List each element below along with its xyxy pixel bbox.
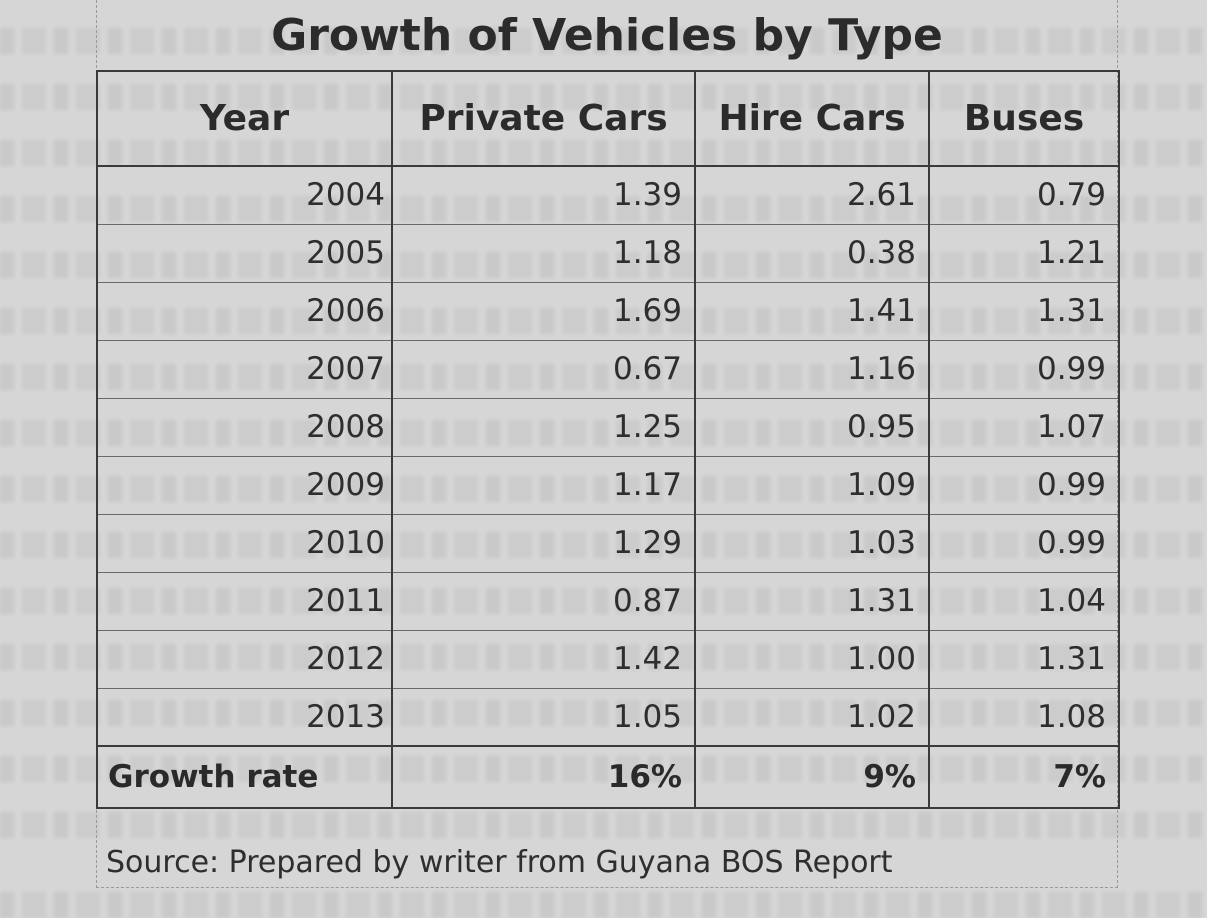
cell-year: 2010 [96,513,393,573]
cell-hire-cars: 0.95 [694,397,930,457]
cell-year: 2008 [96,397,393,457]
header-buses: Buses [928,70,1120,167]
cell-buses: 1.21 [928,223,1120,283]
cell-hire-cars: 1.31 [694,571,930,631]
table-row: 2007 0.67 1.16 0.99 [96,339,1120,399]
cell-hire-cars: 1.03 [694,513,930,573]
cell-year: 2013 [96,687,393,747]
cell-buses: 0.99 [928,513,1120,573]
cell-private-cars: 1.29 [391,513,696,573]
cell-private-cars: 0.87 [391,571,696,631]
cell-year: 2005 [96,223,393,283]
growth-rate-buses: 7% [928,745,1120,809]
table-title: Growth of Vehicles by Type [271,10,943,61]
cell-buses: 0.79 [928,165,1120,225]
table-row: 2005 1.18 0.38 1.21 [96,223,1120,283]
cell-year: 2004 [96,165,393,225]
table-row: 2009 1.17 1.09 0.99 [96,455,1120,515]
header-year: Year [96,70,393,167]
header-hire-cars: Hire Cars [694,70,930,167]
table-row: 2011 0.87 1.31 1.04 [96,571,1120,631]
cell-buses: 1.31 [928,281,1120,341]
cell-private-cars: 1.17 [391,455,696,515]
cell-hire-cars: 1.16 [694,339,930,399]
cell-private-cars: 1.18 [391,223,696,283]
cell-year: 2006 [96,281,393,341]
source-note: Source: Prepared by writer from Guyana B… [106,845,893,880]
growth-rate-private-cars: 16% [391,745,696,809]
cell-hire-cars: 1.00 [694,629,930,689]
table-row: 2013 1.05 1.02 1.08 [96,687,1120,747]
cell-private-cars: 1.42 [391,629,696,689]
cell-private-cars: 0.67 [391,339,696,399]
cell-hire-cars: 1.41 [694,281,930,341]
growth-rate-label: Growth rate [96,745,393,809]
table-row: 2008 1.25 0.95 1.07 [96,397,1120,457]
cell-private-cars: 1.25 [391,397,696,457]
header-private-cars: Private Cars [391,70,696,167]
table-row: 2004 1.39 2.61 0.79 [96,165,1120,225]
cell-buses: 1.08 [928,687,1120,747]
cell-private-cars: 1.05 [391,687,696,747]
cell-hire-cars: 1.02 [694,687,930,747]
cell-buses: 1.31 [928,629,1120,689]
cell-hire-cars: 1.09 [694,455,930,515]
table-row: 2006 1.69 1.41 1.31 [96,281,1120,341]
header-row: Year Private Cars Hire Cars Buses [96,70,1120,167]
cell-buses: 1.04 [928,571,1120,631]
growth-rate-hire-cars: 9% [694,745,930,809]
cell-hire-cars: 2.61 [694,165,930,225]
cell-private-cars: 1.69 [391,281,696,341]
table-row: 2012 1.42 1.00 1.31 [96,629,1120,689]
growth-rate-row: Growth rate 16% 9% 7% [96,745,1120,809]
cell-hire-cars: 0.38 [694,223,930,283]
table-row: 2010 1.29 1.03 0.99 [96,513,1120,573]
cell-year: 2009 [96,455,393,515]
cell-year: 2011 [96,571,393,631]
cell-year: 2012 [96,629,393,689]
cell-buses: 0.99 [928,339,1120,399]
cell-buses: 1.07 [928,397,1120,457]
cell-private-cars: 1.39 [391,165,696,225]
cell-buses: 0.99 [928,455,1120,515]
cell-year: 2007 [96,339,393,399]
vehicle-growth-table: Year Private Cars Hire Cars Buses 2004 1.… [96,70,1120,809]
